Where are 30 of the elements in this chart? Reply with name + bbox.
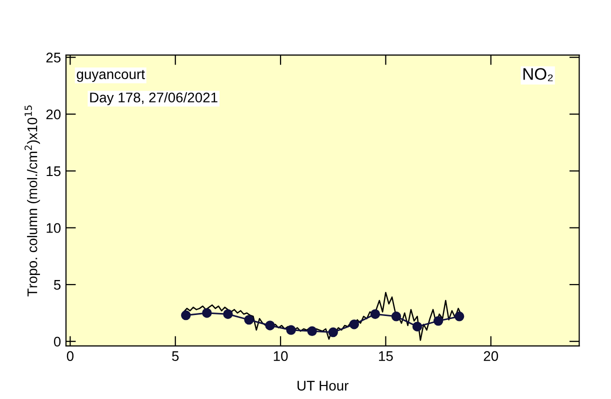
point — [181, 310, 191, 320]
x-tick-label: 15 — [379, 351, 393, 361]
point — [412, 322, 422, 332]
y-axis-title: Tropo. column (mol./cm$^{2}$)x10$^{15}$ — [24, 106, 40, 296]
x-tick-label: 10 — [274, 351, 288, 361]
point — [307, 326, 317, 336]
x-tick-label: 20 — [484, 351, 498, 361]
point — [328, 327, 338, 338]
annotation: guyancourt — [76, 70, 145, 82]
x-tick-label: 5 — [172, 351, 179, 361]
point — [433, 316, 444, 326]
point — [223, 309, 233, 319]
point — [391, 312, 402, 322]
y-tick-label: 10 — [46, 223, 61, 233]
y-tick-label: 15 — [46, 166, 61, 176]
y-tick-label: 5 — [54, 280, 61, 290]
y-tick-label: 0 — [54, 336, 61, 347]
y-tick-label: 20 — [46, 109, 61, 120]
point — [370, 309, 380, 319]
annotation: NO₂ — [523, 68, 553, 82]
point — [286, 325, 296, 335]
point — [454, 312, 464, 322]
y-tick-label: 25 — [46, 52, 61, 63]
point — [349, 319, 360, 330]
annotation: Day 178, 27/06/2021 — [90, 92, 218, 106]
point — [202, 308, 212, 318]
x-tick-label: 0 — [66, 351, 74, 361]
point — [244, 314, 254, 325]
point — [265, 320, 275, 330]
x-axis-title: UT Hour — [298, 380, 348, 391]
